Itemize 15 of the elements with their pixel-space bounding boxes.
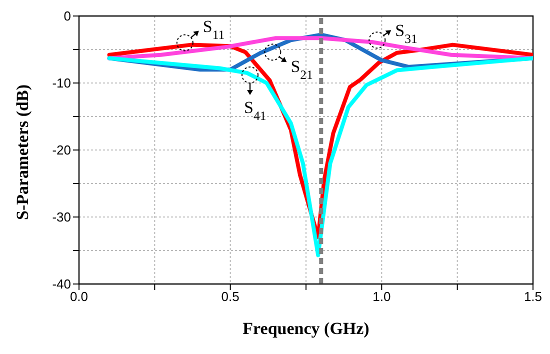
annotation: S$_{11}$ xyxy=(202,16,225,42)
x-axis-title: Frequency (GHz) xyxy=(242,319,370,338)
y-tick-label: -40 xyxy=(52,276,71,292)
y-axis-title: S-Parameters (dB) xyxy=(13,84,32,220)
y-tick-label: 0 xyxy=(64,8,71,24)
annotation: S$_{31}$ xyxy=(395,21,418,46)
annotation: S$_{41}$ xyxy=(244,98,266,123)
y-tick-label: -30 xyxy=(52,210,71,225)
x-tick-label: 0.0 xyxy=(70,289,88,304)
x-tick-label: 1.5 xyxy=(524,289,542,304)
annotation: S$_{21}$ xyxy=(290,57,313,82)
y-tick-label: -10 xyxy=(52,76,71,91)
y-tick-label: -20 xyxy=(52,142,71,158)
x-tick-label: 1.0 xyxy=(372,289,391,304)
x-tick-label: 0.5 xyxy=(221,289,240,304)
